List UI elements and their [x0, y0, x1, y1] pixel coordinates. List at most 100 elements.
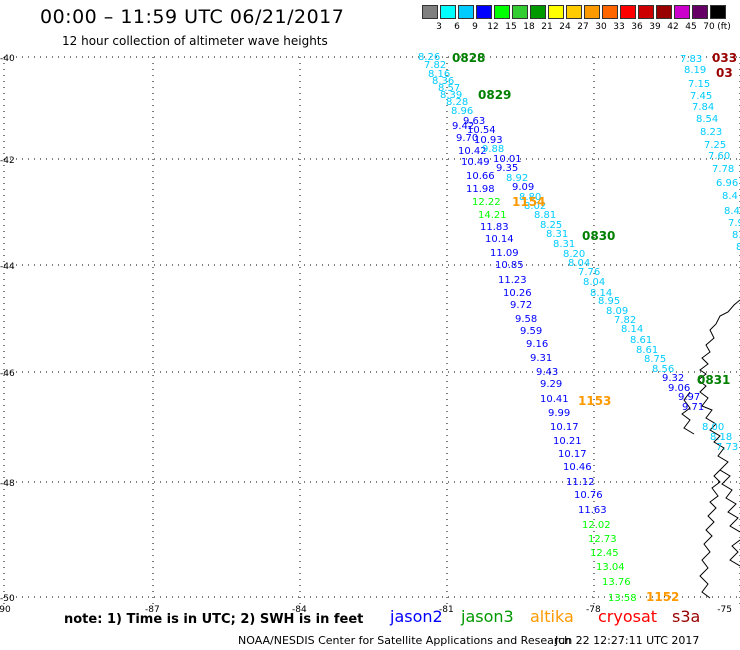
wave-height-value: 8.04 — [583, 277, 605, 288]
wave-height-value: 12.45 — [590, 548, 619, 559]
wave-height-value: 10.42 — [458, 146, 487, 157]
wave-height-value: 13.58 — [608, 593, 637, 604]
scale-swatch — [620, 5, 636, 19]
scale-unit: (ft) — [717, 22, 731, 32]
pass-time-label: 033 — [712, 51, 737, 65]
wave-height-value: 8.61 — [630, 335, 652, 346]
lon-tick-label: -78 — [586, 605, 601, 615]
wave-height-value: 10.17 — [550, 422, 579, 433]
scale-swatch — [566, 5, 582, 19]
lat-tick-label: -46 — [0, 369, 15, 379]
wave-height-value: 8.19 — [684, 65, 706, 76]
scale-label: 36 — [631, 22, 643, 32]
pass-time-label: 1152 — [646, 590, 679, 604]
wave-height-value: 8.16 — [428, 69, 450, 80]
wave-height-value: 8.04 — [568, 258, 590, 269]
legend-jason3: jason3 — [461, 607, 514, 626]
scale-swatch — [512, 5, 528, 19]
pass-time-label: 0830 — [582, 229, 615, 243]
scale-label: 9 — [472, 22, 478, 32]
wave-height-value: 8.25 — [540, 220, 562, 231]
scale-swatch — [422, 5, 438, 19]
coastline-south-america — [681, 299, 740, 599]
wave-height-value: 10.46 — [563, 462, 592, 473]
wave-height-value: 8.92 — [506, 173, 528, 184]
wave-height-value: 8.00 — [702, 422, 724, 433]
wave-height-value: 8.4 — [724, 206, 740, 217]
scale-label: 42 — [667, 22, 679, 32]
scale-swatch — [530, 5, 546, 19]
scale-swatch — [638, 5, 654, 19]
wave-height-value: 13.04 — [596, 562, 625, 573]
wave-height-value: 9.99 — [548, 408, 570, 419]
wave-height-value: 14.21 — [478, 210, 507, 221]
wave-height-value: 7.25 — [704, 140, 726, 151]
wave-height-value: 9.59 — [520, 326, 542, 337]
wave-height-value: 8.28 — [446, 97, 468, 108]
wave-height-value: 8. — [732, 230, 740, 241]
wave-height-value: 11.09 — [490, 248, 519, 259]
lat-tick-label: -48 — [0, 479, 15, 489]
scale-label: 33 — [613, 22, 625, 32]
lon-tick-label: -81 — [439, 605, 454, 615]
wave-height-value: 7.76 — [578, 267, 600, 278]
lat-lon-grid: -40 -42 -44 -46 -48 -50-90 -87 -84 -81 -78 -75 — [0, 54, 740, 615]
credit-line: NOAA/NESDIS Center for Satellite Applica… — [238, 634, 572, 647]
scale-label: 21 — [541, 22, 553, 32]
wave-height-value: 11.98 — [466, 184, 495, 195]
scale-label: 30 — [595, 22, 607, 32]
wave-height-value: 10.93 — [474, 135, 503, 146]
wave-height-value: 9.58 — [515, 314, 537, 325]
wave-height-value: 8.09 — [606, 306, 628, 317]
wave-height-value: 8.75 — [644, 354, 666, 365]
wave-height-value: 9.35 — [496, 163, 518, 174]
map-title: 00:00 – 11:59 UTC 06/21/2017 — [40, 6, 345, 28]
wave-height-value: 9.72 — [510, 300, 532, 311]
scale-label: 27 — [577, 22, 589, 32]
scale-label: 6 — [454, 22, 460, 32]
wave-height-value: 8.96 — [451, 106, 473, 117]
lon-tick-label: -75 — [717, 605, 732, 615]
wave-height-value: 8.4 — [722, 191, 738, 202]
lat-tick-label: -40 — [0, 54, 15, 64]
wave-height-value: 8.23 — [700, 127, 722, 138]
wave-height-value: 9.63 — [463, 116, 485, 127]
wave-height-tracks: 8.267.828.168.368.578.398.288.969.639.42… — [418, 52, 740, 604]
footnote: note: 1) Time is in UTC; 2) SWH is in fe… — [64, 612, 364, 627]
wave-height-value: 7.82 — [424, 60, 446, 71]
legend-jason2: jason2 — [390, 607, 443, 626]
scale-swatch — [656, 5, 672, 19]
wave-height-value: 9.09 — [512, 182, 534, 193]
wave-height-value: 8.36 — [432, 76, 454, 87]
lat-tick-label: -42 — [0, 156, 15, 166]
wave-height-value: 9.70 — [456, 133, 478, 144]
wave-height-value: 8.56 — [652, 364, 674, 375]
wave-height-value: 9.06 — [668, 383, 690, 394]
wave-height-value: 8.61 — [636, 345, 658, 356]
wave-height-value: 9.71 — [682, 402, 704, 413]
wave-height-value: 8.81 — [534, 210, 556, 221]
wave-height-value: 7.15 — [688, 79, 710, 90]
wave-height-value: 8.80 — [519, 192, 541, 203]
pass-time-label: 1153 — [578, 394, 611, 408]
wave-height-value: 9.16 — [526, 339, 548, 350]
scale-label: 70 — [703, 22, 715, 32]
wave-height-value: 7.60 — [708, 151, 730, 162]
scale-swatch — [692, 5, 708, 19]
scale-swatch — [548, 5, 564, 19]
wave-height-value: 7.45 — [690, 91, 712, 102]
wave-height-value: 10.49 — [461, 157, 490, 168]
wave-height-value: 8.14 — [621, 324, 643, 335]
scale-label: 12 — [487, 22, 499, 32]
legend-s3a: s3a — [672, 607, 701, 626]
scale-label: 18 — [523, 22, 535, 32]
wave-height-value: 10.54 — [467, 125, 496, 136]
wave-height-value: 10.41 — [540, 394, 569, 405]
wave-height-value: 10.85 — [495, 260, 524, 271]
wave-height-value: 8.14 — [590, 288, 612, 299]
scale-swatch — [674, 5, 690, 19]
scale-label: 24 — [559, 22, 571, 32]
scale-swatch — [602, 5, 618, 19]
pass-time-label: 0829 — [478, 88, 511, 102]
